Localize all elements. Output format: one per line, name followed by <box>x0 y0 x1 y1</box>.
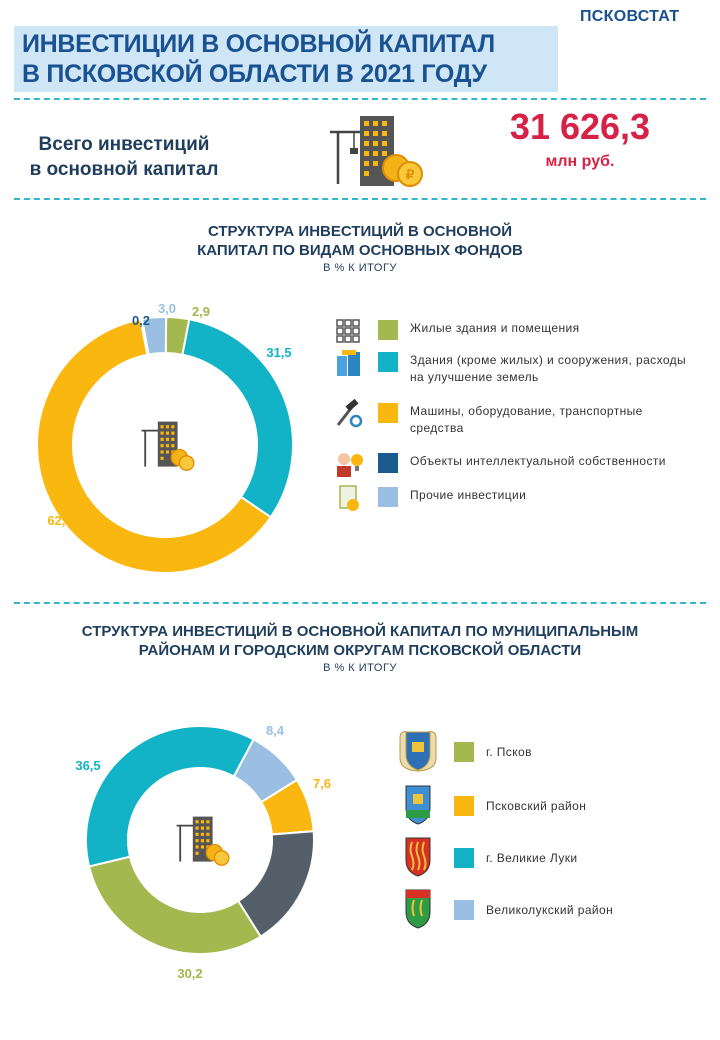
svg-text:₽: ₽ <box>406 167 415 182</box>
slice-label-0: 2,9 <box>192 304 210 319</box>
legend-item: Жилые здания и помещения <box>378 320 708 340</box>
title-box <box>14 26 558 92</box>
legend-swatch <box>378 487 398 507</box>
legend-label: Псковский район <box>486 799 587 813</box>
chart1-title-line-2: КАПИТАЛ ПО ВИДАМ ОСНОВНЫХ ФОНДОВ <box>197 242 523 259</box>
legend-label-line: Объекты интеллектуальной собственности <box>410 454 666 468</box>
legend-swatch <box>378 320 398 340</box>
total-label-line-2: в основной капитал <box>29 159 219 180</box>
legend-label-line: средства <box>410 421 464 435</box>
pskov-district-coat-of-arms-icon <box>405 785 431 825</box>
total-unit: млн руб. <box>545 153 615 170</box>
building-crane-coins-icon: ₽ <box>330 116 423 187</box>
total-value: 31 626,3 <box>509 106 651 147</box>
legend-label: г. Псков <box>486 745 532 759</box>
slice-2 <box>36 318 273 574</box>
legend-label-line: Машины, оборудование, транспортные <box>410 404 643 418</box>
slice-label-3: 0,2 <box>132 313 150 328</box>
velikie-luki-coat-of-arms-icon <box>405 837 431 877</box>
divider <box>14 602 706 604</box>
building-crane-coins-icon <box>141 421 195 471</box>
document-coins-icon <box>339 485 359 511</box>
slice-label-2: 62,4 <box>47 513 73 528</box>
legend-item: г. Псков <box>454 742 704 762</box>
legend-item: Прочие инвестиции <box>378 487 708 507</box>
legend-item: Здания (кроме жилых) и сооружения, расхо… <box>378 352 708 386</box>
brand-name: ПСКОВСТАТ <box>580 8 680 25</box>
chart2-subtitle: В % К ИТОГУ <box>323 662 397 674</box>
slice-label-0: 8,4 <box>266 723 285 738</box>
slice-label-3: 30,2 <box>177 966 202 981</box>
chart1-title-line-1: СТРУКТУРА ИНВЕСТИЦИЙ В ОСНОВНОЙ <box>207 223 513 240</box>
legend-swatch <box>454 900 474 920</box>
slice-label-1: 7,6 <box>313 776 331 791</box>
legend-swatch <box>454 848 474 868</box>
hammer-gears-icon <box>336 399 363 428</box>
slice-4 <box>140 316 168 356</box>
legend-label-line: Жилые здания и помещения <box>410 321 580 335</box>
divider <box>14 198 706 200</box>
pskov-coat-of-arms-icon <box>399 731 437 772</box>
legend-label-line: Прочие инвестиции <box>410 488 527 502</box>
slice-3 <box>87 855 262 955</box>
velikie-luki-district-coat-of-arms-icon <box>405 889 431 929</box>
legend-label: г. Великие Луки <box>486 851 578 865</box>
coins-icon: ₽ <box>382 154 423 187</box>
chart2-title-line-1: СТРУКТУРА ИНВЕСТИЦИЙ В ОСНОВНОЙ КАПИТАЛ … <box>81 623 639 640</box>
legend-label: Жилые здания и помещения <box>410 320 579 337</box>
legend-swatch <box>454 742 474 762</box>
chart1-subtitle: В % К ИТОГУ <box>323 262 397 274</box>
legend-swatch <box>378 453 398 473</box>
legend-label: Объекты интеллектуальной собственности <box>410 453 666 470</box>
legend-swatch <box>378 352 398 372</box>
chart2-title-line-2: РАЙОНАМ И ГОРОДСКИМ ОКРУГАМ ПСКОВСКОЙ ОБ… <box>138 642 582 659</box>
legend-item: Объекты интеллектуальной собственности <box>378 453 708 473</box>
legend-swatch <box>454 796 474 816</box>
legend-item: Псковский район <box>454 796 704 816</box>
slice-label-4: 3,0 <box>158 301 176 316</box>
legend-item: г. Великие Луки <box>454 848 704 868</box>
legend-item: Машины, оборудование, транспортные средст… <box>378 403 708 437</box>
legend-label: Прочие инвестиции <box>410 487 526 504</box>
legend-label: Машины, оборудование, транспортные средст… <box>410 403 643 437</box>
legend-label: Здания (кроме жилых) и сооружения, расхо… <box>410 352 686 386</box>
slice-label-4: 36,5 <box>75 758 100 773</box>
chart1-donut: 2,9 31,5 62,4 0,2 3,0 <box>36 301 294 574</box>
legend-label-line: Здания (кроме жилых) и сооружения, расхо… <box>410 353 687 367</box>
chart2-donut: 8,4 7,6 30,2 36,5 <box>75 723 331 981</box>
slice-4 <box>85 725 255 868</box>
office-buildings-icon <box>337 350 360 376</box>
page-title-line-2: В ПСКОВСКОЙ ОБЛАСТИ В 2021 ГОДУ <box>22 60 487 88</box>
page-title-line-1: ИНВЕСТИЦИИ В ОСНОВНОЙ КАПИТАЛ <box>22 30 495 58</box>
total-label-line-1: Всего инвестиций <box>38 134 210 155</box>
building-crane-coins-icon <box>176 816 230 866</box>
legend-swatch <box>378 403 398 423</box>
legend-label-line: на улучшение земель <box>410 370 539 384</box>
residential-building-icon <box>336 319 360 343</box>
divider <box>14 98 706 100</box>
legend-label: Великолукский район <box>486 903 614 917</box>
slice-label-1: 31,5 <box>266 345 291 360</box>
crane-icon <box>330 130 360 184</box>
person-lightbulb-icon <box>337 453 363 477</box>
legend-item: Великолукский район <box>454 900 704 920</box>
